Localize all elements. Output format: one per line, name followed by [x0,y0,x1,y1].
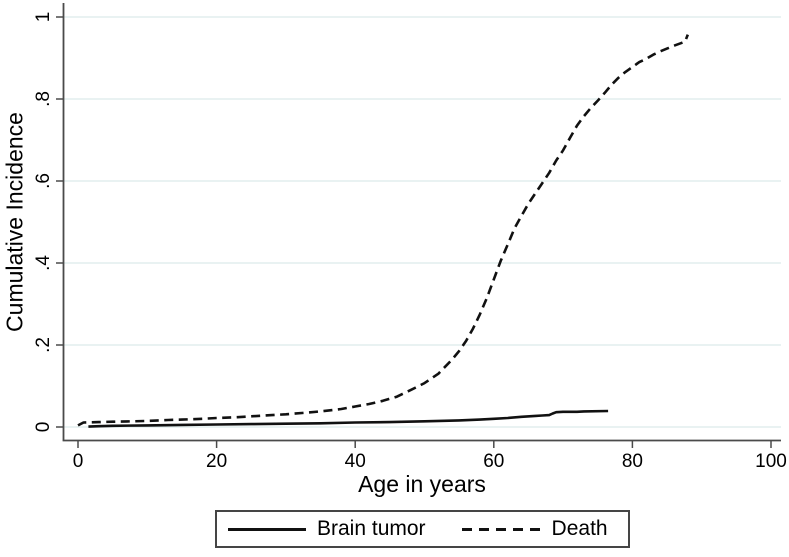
x-axis-title: Age in years [358,471,486,497]
y-tick-label: .2 [33,337,54,353]
series-line-brain-tumor [88,409,609,428]
legend-label-brain-tumor: Brain tumor [317,517,426,540]
x-tick-label: 40 [345,451,366,472]
y-tick-label: .6 [33,173,54,189]
y-axis-title: Cumulative Incidence [1,112,28,332]
legend-label-death: Death [551,517,608,540]
solid-line-sample-icon [228,527,306,531]
series-line-death [77,34,690,427]
y-tick-label: .8 [33,91,54,107]
y-tick-label: .4 [33,255,54,271]
chart-legend: Brain tumor Death [215,510,630,548]
x-tick-label: 60 [483,451,504,472]
x-tick-label: 20 [206,451,227,472]
x-tick-label: 0 [73,451,84,472]
x-tick-label: 100 [755,451,787,472]
y-tick-label: 0 [33,422,54,433]
dashed-line-sample-icon [461,527,541,531]
x-tick-label: 80 [622,451,643,472]
y-tick-label: 1 [33,12,54,23]
